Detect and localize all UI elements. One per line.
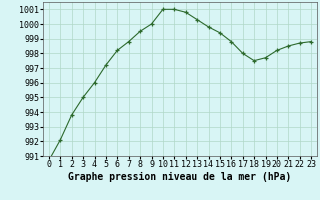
X-axis label: Graphe pression niveau de la mer (hPa): Graphe pression niveau de la mer (hPa)	[68, 172, 292, 182]
